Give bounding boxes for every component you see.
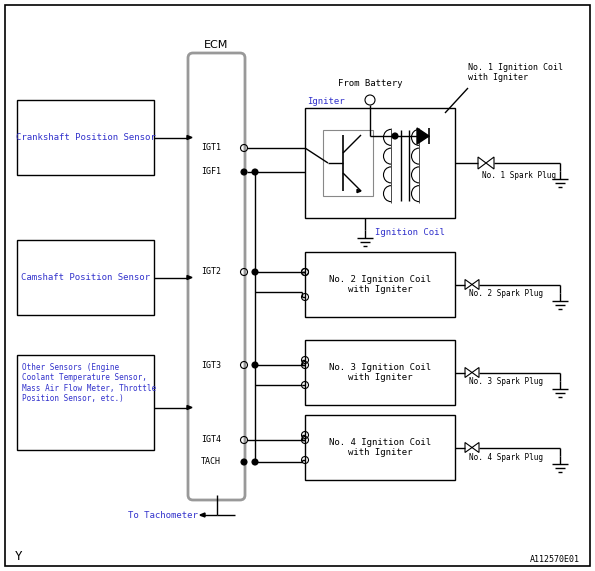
Circle shape: [241, 169, 247, 175]
Text: IGT3: IGT3: [201, 360, 221, 369]
Text: No. 4 Ignition Coil
with Igniter: No. 4 Ignition Coil with Igniter: [329, 438, 431, 457]
Text: IGF1: IGF1: [201, 167, 221, 176]
Text: A112570E01: A112570E01: [530, 554, 580, 564]
Polygon shape: [187, 135, 192, 139]
Text: No. 3 Spark Plug: No. 3 Spark Plug: [469, 377, 543, 387]
Circle shape: [252, 269, 258, 275]
Polygon shape: [200, 513, 205, 517]
Polygon shape: [187, 405, 192, 409]
Text: IGT2: IGT2: [201, 267, 221, 276]
Text: No. 1 Ignition Coil
with Igniter: No. 1 Ignition Coil with Igniter: [468, 63, 563, 82]
Text: ECM: ECM: [204, 40, 228, 50]
Circle shape: [252, 362, 258, 368]
Text: Other Sensors (Engine
Coolant Temperature Sensor,
Mass Air Flow Meter, Throttle
: Other Sensors (Engine Coolant Temperatur…: [22, 363, 156, 403]
Bar: [305, 108, 455, 218]
Text: No. 3 Ignition Coil
with Igniter: No. 3 Ignition Coil with Igniter: [329, 363, 431, 382]
Text: Crankshaft Position Sensor: Crankshaft Position Sensor: [15, 133, 155, 142]
Polygon shape: [187, 275, 192, 279]
Bar: [17, 355, 154, 450]
Polygon shape: [357, 190, 361, 192]
Bar: [305, 415, 455, 480]
Text: Ignition Coil: Ignition Coil: [375, 228, 445, 237]
Text: No. 2 Spark Plug: No. 2 Spark Plug: [469, 289, 543, 299]
Circle shape: [241, 459, 247, 465]
Text: No. 4 Spark Plug: No. 4 Spark Plug: [469, 452, 543, 461]
Circle shape: [392, 133, 398, 139]
Text: TACH: TACH: [201, 457, 221, 467]
Circle shape: [252, 459, 258, 465]
Bar: [17, 100, 154, 175]
FancyBboxPatch shape: [188, 53, 245, 500]
Text: IGT4: IGT4: [201, 436, 221, 444]
Circle shape: [252, 169, 258, 175]
Text: From Battery: From Battery: [338, 79, 402, 88]
Text: Igniter: Igniter: [307, 97, 345, 106]
Bar: [17, 240, 154, 315]
Bar: [305, 252, 455, 317]
Bar: [323, 130, 373, 196]
Text: No. 1 Spark Plug: No. 1 Spark Plug: [482, 171, 556, 180]
Bar: [305, 340, 455, 405]
Text: Camshaft Position Sensor: Camshaft Position Sensor: [21, 273, 150, 282]
Polygon shape: [417, 128, 429, 144]
Text: No. 2 Ignition Coil
with Igniter: No. 2 Ignition Coil with Igniter: [329, 275, 431, 294]
Text: Y: Y: [15, 549, 23, 562]
Text: IGT1: IGT1: [201, 143, 221, 152]
Text: To Tachometer: To Tachometer: [128, 510, 198, 520]
